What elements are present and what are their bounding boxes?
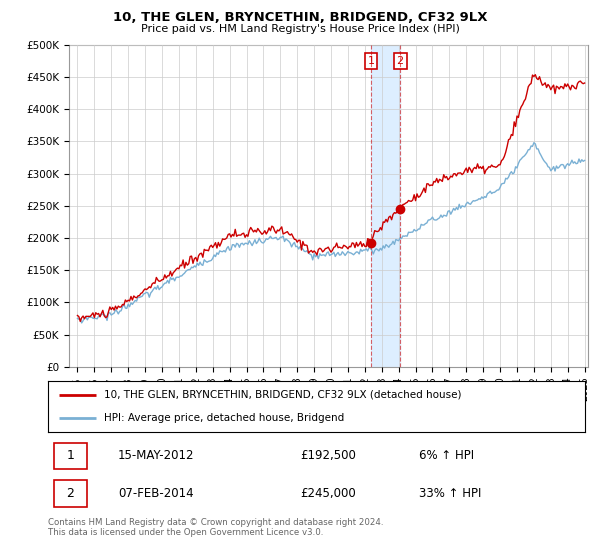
Text: 15-MAY-2012: 15-MAY-2012 [118, 449, 194, 463]
FancyBboxPatch shape [55, 480, 86, 507]
Text: 2: 2 [397, 56, 404, 66]
Text: Contains HM Land Registry data © Crown copyright and database right 2024.
This d: Contains HM Land Registry data © Crown c… [48, 518, 383, 538]
Text: Price paid vs. HM Land Registry's House Price Index (HPI): Price paid vs. HM Land Registry's House … [140, 24, 460, 34]
Text: 2: 2 [67, 487, 74, 500]
Bar [371, 45, 400, 367]
Text: 10, THE GLEN, BRYNCETHIN, BRIDGEND, CF32 9LX (detached house): 10, THE GLEN, BRYNCETHIN, BRIDGEND, CF32… [104, 390, 462, 400]
Text: 07-FEB-2014: 07-FEB-2014 [118, 487, 193, 500]
Text: 10, THE GLEN, BRYNCETHIN, BRIDGEND, CF32 9LX: 10, THE GLEN, BRYNCETHIN, BRIDGEND, CF32… [113, 11, 487, 24]
Text: HPI: Average price, detached house, Bridgend: HPI: Average price, detached house, Brid… [104, 413, 344, 423]
Text: 1: 1 [368, 56, 374, 66]
Text: 33% ↑ HPI: 33% ↑ HPI [419, 487, 481, 500]
Text: 1: 1 [67, 449, 74, 463]
FancyBboxPatch shape [55, 442, 86, 469]
Text: 6% ↑ HPI: 6% ↑ HPI [419, 449, 473, 463]
Text: £192,500: £192,500 [301, 449, 356, 463]
Text: £245,000: £245,000 [301, 487, 356, 500]
